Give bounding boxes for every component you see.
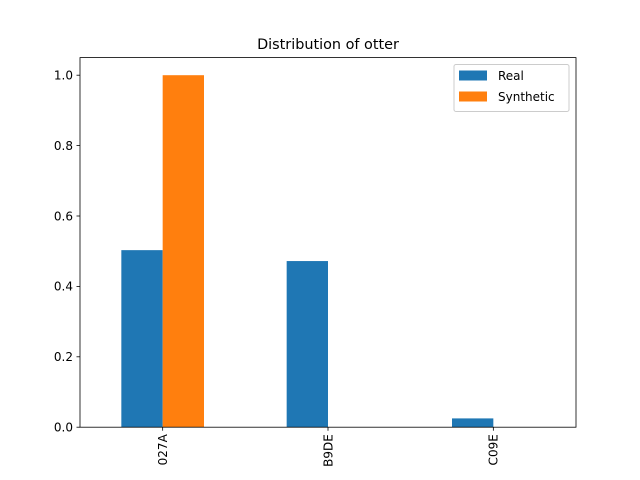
legend-label-synthetic: Synthetic bbox=[498, 90, 555, 104]
x-tick-label: 027A bbox=[156, 433, 170, 465]
bar-real-c09e bbox=[452, 418, 494, 428]
bar-synthetic-027a bbox=[162, 75, 204, 428]
y-tick-label: 1.0 bbox=[54, 69, 73, 83]
chart-title: Distribution of otter bbox=[257, 37, 399, 53]
bar-real-027a bbox=[121, 250, 163, 428]
y-tick-label: 0.4 bbox=[54, 280, 73, 294]
x-tick-label: C09E bbox=[487, 434, 501, 465]
legend-label-real: Real bbox=[498, 69, 524, 83]
plot-frame bbox=[79, 57, 577, 428]
y-tick-label: 0.0 bbox=[54, 421, 73, 435]
x-tick-label: B9DE bbox=[321, 434, 335, 467]
y-axis: 0.0 0.2 0.4 0.6 0.8 1.0 bbox=[54, 69, 80, 435]
legend-swatch-real bbox=[459, 70, 487, 81]
bars-group bbox=[121, 75, 494, 428]
legend: Real Synthetic bbox=[453, 64, 570, 112]
x-axis: 027A B9DE C09E bbox=[156, 427, 501, 467]
y-tick-label: 0.8 bbox=[54, 139, 73, 153]
legend-swatch-synthetic bbox=[459, 91, 487, 102]
bar-real-b9de bbox=[286, 261, 328, 428]
y-tick-label: 0.6 bbox=[54, 209, 73, 223]
y-tick-label: 0.2 bbox=[54, 350, 73, 364]
